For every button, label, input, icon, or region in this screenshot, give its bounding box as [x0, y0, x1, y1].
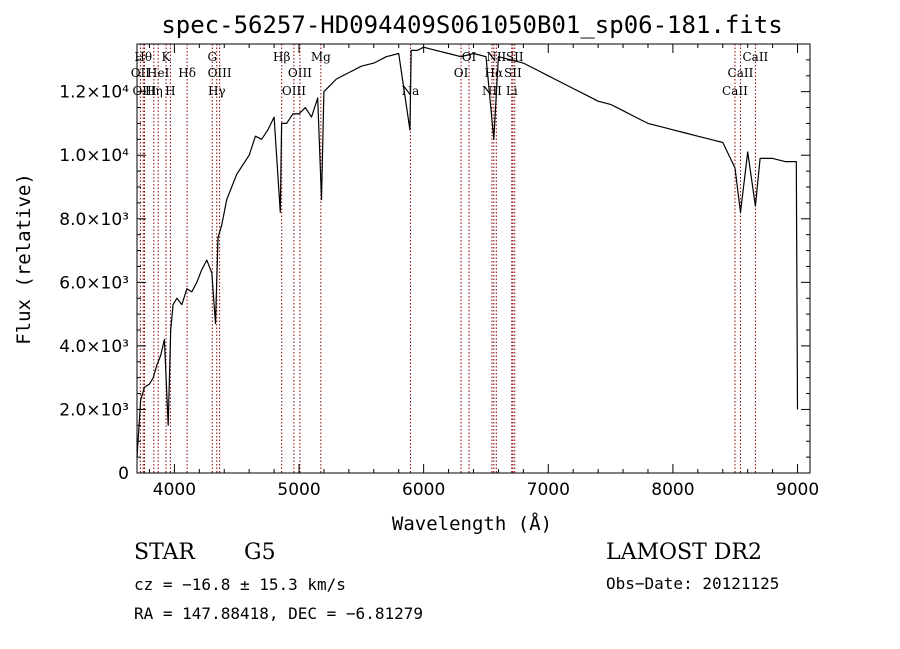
spectral-line-label: OI — [454, 66, 469, 80]
spectral-line-label: Hγ — [208, 84, 226, 98]
spectral-line-label: OI — [462, 50, 477, 64]
y-tick-label: 1.0×10⁴ — [59, 146, 129, 166]
spectral-line-label: Hθ — [134, 50, 152, 64]
spectral-line-labels: OIIHθOIIIHηHeIKHHδGHγOIIIHβOIIIOIIIMgNaO… — [131, 50, 769, 98]
spectral-line-label: CaII — [722, 84, 748, 98]
spectral-line-label: H — [165, 84, 175, 98]
radec-text: RA = 147.88418, DEC = −6.81279 — [134, 604, 423, 623]
chart-title: spec-56257-HD094409S061050B01_sp06-181.f… — [161, 11, 782, 39]
axis-ticks: 4000 5000 6000 7000 8000 9000 0 2.0×10³ 4.0×10³ 6… — [59, 44, 819, 500]
x-tick-label: 6000 — [402, 480, 445, 500]
spectral-line-label: Hα — [485, 66, 504, 80]
spectral-line-label: CaII — [728, 66, 754, 80]
y-tick-label: 2.0×10³ — [59, 400, 129, 420]
spectral-line-label: CaII — [742, 50, 768, 64]
redshift-text: cz = −16.8 ± 15.3 km/s — [134, 575, 346, 594]
y-tick-label: 0 — [118, 464, 129, 484]
spectrum-series — [136, 46, 799, 458]
spectral-line-label: HeI — [147, 66, 170, 80]
spectral-line-label: OIII — [288, 66, 312, 80]
object-subclass: G5 — [244, 540, 276, 565]
spectral-line-label: NII — [486, 50, 506, 64]
spectral-line-label: OIII — [208, 66, 232, 80]
survey-name: LAMOST DR2 — [606, 540, 762, 565]
plot-frame — [136, 43, 811, 474]
spectral-line-label: K — [162, 50, 172, 64]
spectral-line-label: G — [207, 50, 217, 64]
x-axis-label: Wavelength (Å) — [392, 512, 552, 535]
object-class: STAR — [134, 540, 196, 565]
spectral-line-label: NII — [482, 84, 502, 98]
spectral-line-label: Mg — [311, 50, 331, 64]
obs-date: Obs−Date: 20121125 — [606, 574, 779, 593]
y-tick-label: 1.2×10⁴ — [59, 83, 129, 103]
spectral-line-markers — [139, 44, 756, 473]
spectral-line-label: Na — [402, 84, 420, 98]
x-tick-label: 5000 — [277, 480, 320, 500]
y-axis-label: Flux (relative) — [13, 173, 35, 345]
spectral-line-label: SII — [504, 66, 522, 80]
spectral-line-label: Hδ — [178, 66, 196, 80]
spectrum-line — [136, 46, 799, 458]
spectral-line-label: OIII — [132, 84, 156, 98]
spectral-line-label: OIII — [282, 84, 306, 98]
x-tick-label: 8000 — [651, 480, 694, 500]
spectral-line-label: Hη — [145, 84, 163, 98]
x-tick-label: 9000 — [776, 480, 819, 500]
x-tick-label: 7000 — [527, 480, 570, 500]
y-tick-label: 6.0×10³ — [59, 273, 129, 293]
spectral-line-label: OII — [131, 66, 151, 80]
x-tick-label: 4000 — [153, 480, 196, 500]
spectral-line-label: Li — [506, 84, 518, 98]
spectral-line-label: SII — [506, 50, 524, 64]
y-tick-label: 8.0×10³ — [59, 210, 129, 230]
spectral-line-label: Hβ — [273, 50, 290, 64]
y-tick-label: 4.0×10³ — [59, 337, 129, 357]
